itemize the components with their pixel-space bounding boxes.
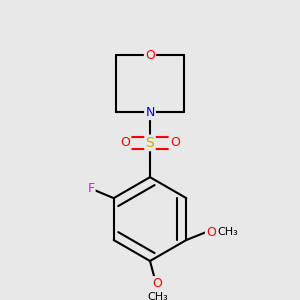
Text: O: O <box>145 49 155 62</box>
Text: F: F <box>87 182 94 195</box>
Text: O: O <box>170 136 180 149</box>
Text: O: O <box>153 278 163 290</box>
Text: CH₃: CH₃ <box>147 292 168 300</box>
Text: S: S <box>146 136 154 150</box>
Text: O: O <box>206 226 216 239</box>
Text: N: N <box>145 106 155 119</box>
Text: O: O <box>120 136 130 149</box>
Text: CH₃: CH₃ <box>218 227 238 237</box>
